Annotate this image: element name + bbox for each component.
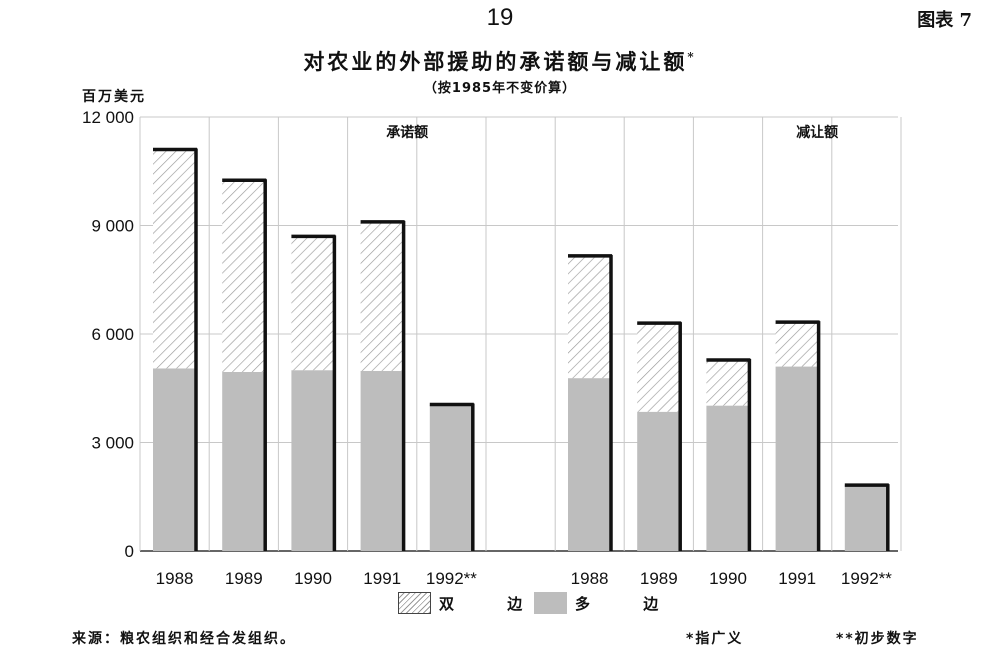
bar-multilateral xyxy=(568,378,610,551)
panel-label: 承诺额 xyxy=(386,124,428,141)
panel-label: 减让额 xyxy=(796,124,838,141)
page-number: 19 xyxy=(486,4,514,31)
x-tick-label: 1992** xyxy=(426,569,477,588)
chart-title-text: 对农业的外部援助的承诺额与减让额 xyxy=(303,49,688,74)
bar-multilateral xyxy=(637,411,680,551)
y-tick-label: 6 000 xyxy=(91,325,134,344)
y-tick-label: 0 xyxy=(125,542,134,561)
legend-label-bilateral: 双 边 xyxy=(439,594,547,613)
source-note: 来源：粮农组织和经合发组织。 xyxy=(72,631,296,647)
legend-item-multilateral: 多 边 xyxy=(534,592,682,614)
y-tick-label: 9 000 xyxy=(91,217,134,236)
bar-multilateral xyxy=(775,366,818,551)
bar-bilateral xyxy=(706,360,749,406)
bar-bilateral xyxy=(360,221,403,371)
chart-subtitle: （按1985年不变价算） xyxy=(423,81,577,96)
footnote-broad-sense: *指广义 xyxy=(686,631,744,647)
legend-swatch-bilateral xyxy=(398,592,431,614)
bar-bilateral xyxy=(153,149,195,369)
bars-layer xyxy=(153,147,890,551)
bar-bilateral xyxy=(568,255,610,379)
bar-multilateral xyxy=(153,368,195,551)
bar-multilateral xyxy=(222,371,265,551)
x-tick-label: 1989 xyxy=(640,569,678,588)
bar-bilateral xyxy=(637,323,680,412)
x-tick-label: 1989 xyxy=(225,569,263,588)
y-tick-label: 12 000 xyxy=(82,108,134,127)
x-tick-label: 1990 xyxy=(709,569,747,588)
x-tick-label: 1990 xyxy=(294,569,332,588)
legend-swatch-multilateral xyxy=(534,592,567,614)
x-tick-label: 1988 xyxy=(571,569,609,588)
y-tick-label: 3 000 xyxy=(91,434,134,453)
chart-canvas: 0 3 000 6 000 9 000 12 000 1988 1989 1990 1991 19… xyxy=(82,108,902,588)
x-tick-label: 1988 xyxy=(156,569,194,588)
bar-multilateral xyxy=(429,404,472,551)
bar-bilateral xyxy=(775,322,818,367)
chart-title: 对农业的外部援助的承诺额与减让额* xyxy=(0,46,1000,76)
bar-multilateral xyxy=(291,370,334,551)
bar-bilateral xyxy=(222,180,265,372)
x-tick-label: 1992** xyxy=(841,569,892,588)
bar-multilateral xyxy=(706,405,749,551)
bar-bilateral xyxy=(291,236,334,371)
legend-label-multilateral: 多 边 xyxy=(575,594,683,613)
footnote-preliminary: **初步数字 xyxy=(836,631,919,647)
x-tick-label: 1991 xyxy=(778,569,816,588)
bar-multilateral xyxy=(844,485,887,551)
chart-title-mark: * xyxy=(687,50,697,64)
bar-multilateral xyxy=(360,370,403,551)
figure-label: 图表 7 xyxy=(917,10,972,31)
legend-item-bilateral: 双 边 xyxy=(398,592,546,614)
labels-layer: 0 3 000 6 000 9 000 12 000 1988 1989 1990 1991 19… xyxy=(82,108,892,588)
y-axis-unit-label: 百万美元 xyxy=(82,89,146,105)
x-tick-label: 1991 xyxy=(363,569,401,588)
